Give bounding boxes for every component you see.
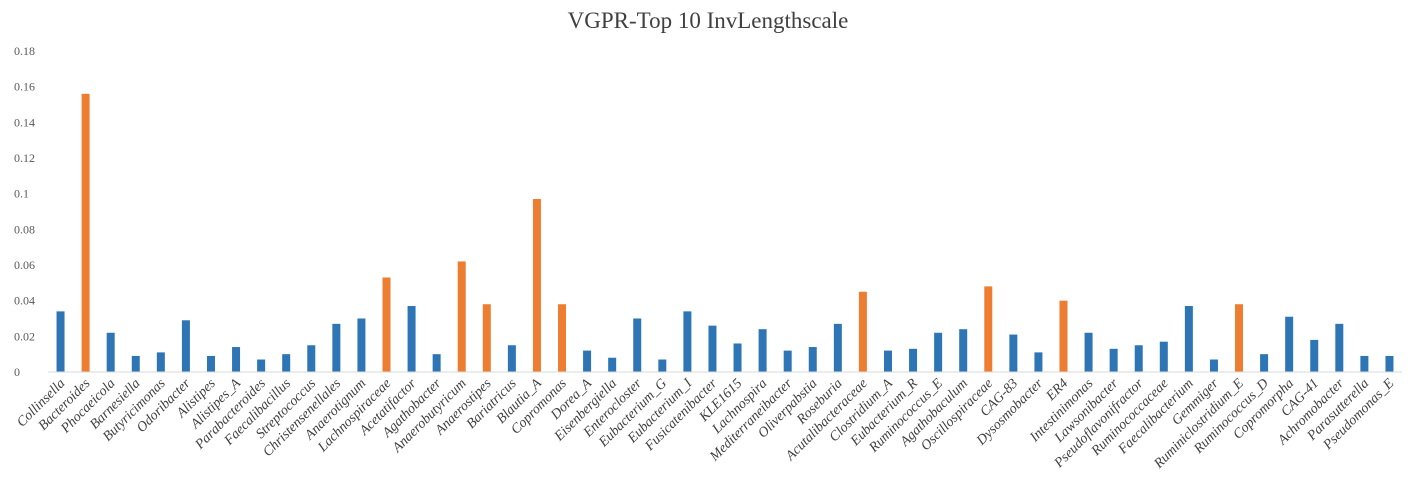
x-axis: CollinsellaBacteroidesPhocaeicolaBarnesi…	[14, 375, 1397, 472]
bar	[106, 332, 115, 372]
bar	[758, 329, 767, 372]
y-tick-label: 0.12	[14, 151, 35, 165]
bar	[934, 332, 943, 372]
bar	[482, 304, 491, 372]
bar	[206, 355, 215, 372]
bar	[81, 93, 90, 373]
bar	[558, 304, 567, 372]
bar	[56, 311, 65, 372]
bar	[1310, 339, 1319, 372]
bar	[332, 323, 341, 372]
y-tick-label: 0.18	[14, 44, 35, 58]
bar	[1385, 355, 1394, 372]
bar	[1285, 316, 1294, 372]
bar	[583, 350, 592, 372]
bar	[1009, 334, 1018, 372]
bar	[131, 355, 140, 372]
bar	[1235, 304, 1244, 372]
bar	[282, 354, 291, 372]
y-tick-label: 0.02	[14, 329, 35, 343]
bar	[532, 199, 541, 372]
bar	[658, 359, 667, 372]
bar	[1084, 332, 1093, 372]
y-tick-label: 0.04	[14, 294, 35, 308]
bar	[307, 345, 316, 372]
bar	[883, 350, 892, 372]
bar	[1335, 323, 1344, 372]
bar	[407, 306, 416, 372]
y-tick-label: 0.06	[14, 258, 35, 272]
bar	[984, 286, 993, 372]
bar	[783, 350, 792, 372]
y-tick-label: 0.16	[14, 80, 35, 94]
bar	[357, 318, 366, 372]
bar-series	[56, 93, 1394, 373]
y-tick-label: 0.1	[14, 187, 29, 201]
bar	[181, 320, 190, 372]
bar	[432, 354, 441, 372]
bar	[232, 347, 241, 372]
bar	[1059, 300, 1068, 372]
bar	[1034, 352, 1043, 372]
bar	[833, 323, 842, 372]
y-tick-label: 0.08	[14, 222, 35, 236]
y-axis: 0 0.02 0.04 0.06 0.08 0.1 0.12 0.14 0.16 0.18	[14, 44, 35, 379]
bar	[1109, 348, 1118, 372]
chart-title: VGPR-Top 10 InvLengthscale	[567, 8, 849, 33]
bar	[633, 318, 642, 372]
bar	[1260, 354, 1269, 372]
bar	[733, 343, 742, 372]
bar	[1134, 345, 1143, 372]
bar	[1184, 306, 1193, 372]
y-tick-label: 0	[14, 365, 20, 379]
bar	[959, 329, 968, 372]
bar	[156, 352, 165, 372]
bar	[909, 348, 918, 372]
bar	[457, 261, 466, 372]
bar	[1159, 341, 1168, 372]
bar	[683, 311, 692, 372]
bar	[1360, 355, 1369, 372]
bar	[858, 291, 867, 372]
bar	[507, 345, 516, 372]
y-tick-label: 0.14	[14, 115, 35, 129]
bar	[1209, 359, 1218, 372]
bar	[808, 347, 817, 372]
bar	[708, 325, 717, 372]
bar	[257, 359, 266, 372]
bar	[382, 277, 391, 372]
bar	[608, 357, 617, 372]
